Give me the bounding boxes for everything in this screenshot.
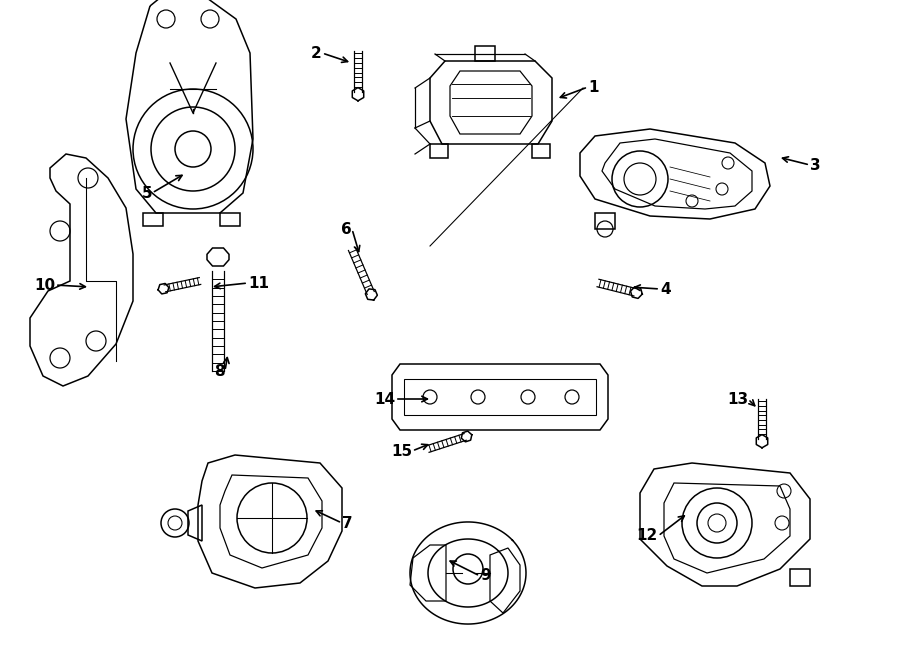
Text: 2: 2 — [311, 46, 322, 61]
Text: 4: 4 — [660, 282, 670, 297]
Text: 10: 10 — [34, 278, 55, 293]
Text: 1: 1 — [588, 79, 598, 95]
Text: 14: 14 — [374, 391, 395, 407]
Text: 15: 15 — [391, 444, 412, 459]
Text: 11: 11 — [248, 276, 269, 290]
Text: 9: 9 — [480, 568, 491, 584]
Text: 3: 3 — [810, 157, 821, 173]
Text: 5: 5 — [141, 186, 152, 200]
Text: 12: 12 — [637, 529, 658, 543]
Text: 13: 13 — [727, 391, 748, 407]
Text: 7: 7 — [342, 516, 353, 531]
Text: 6: 6 — [341, 221, 352, 237]
Text: 8: 8 — [214, 364, 225, 379]
